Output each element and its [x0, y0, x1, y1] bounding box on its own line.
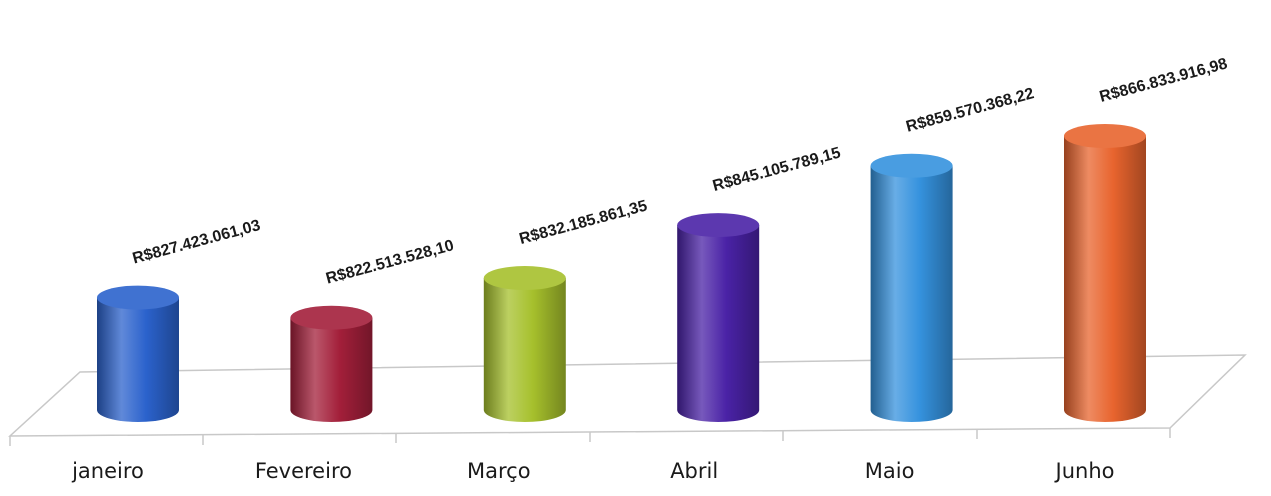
- x-tick-label: Março: [467, 459, 531, 483]
- bar: [290, 305, 373, 422]
- bar-body: [290, 317, 373, 422]
- x-tick-label: Maio: [865, 459, 915, 483]
- bar-top: [97, 285, 179, 310]
- value-label: R$827.423.061,03: [131, 217, 263, 268]
- bar-body: [870, 165, 953, 423]
- bar: [1064, 123, 1146, 422]
- value-label: R$832.185.861,35: [518, 197, 650, 248]
- bar-top: [483, 266, 566, 291]
- value-label: R$822.513.528,10: [324, 237, 456, 288]
- category-dividers: [9, 428, 1171, 446]
- bar: [97, 285, 179, 422]
- bar: [483, 266, 566, 422]
- bar-top: [870, 153, 953, 178]
- value-label: R$845.105.789,15: [711, 144, 843, 195]
- x-tick-label: Junho: [1054, 459, 1115, 483]
- bar-top: [1064, 123, 1146, 148]
- x-tick-label: Abril: [670, 459, 718, 483]
- x-tick-label: janeiro: [71, 459, 144, 483]
- floor: [8, 354, 1247, 437]
- bar-body: [97, 297, 179, 422]
- bar-top: [677, 213, 760, 238]
- bar-top: [290, 305, 373, 330]
- bar: [677, 213, 760, 422]
- bar-body: [483, 278, 566, 422]
- value-label: R$859.570.368,22: [904, 85, 1036, 136]
- value-label: R$866.833.916,98: [1098, 55, 1230, 106]
- bar-body: [677, 225, 760, 422]
- bar: [870, 153, 953, 423]
- x-tick-label: Fevereiro: [255, 459, 352, 483]
- bar-body: [1064, 135, 1146, 422]
